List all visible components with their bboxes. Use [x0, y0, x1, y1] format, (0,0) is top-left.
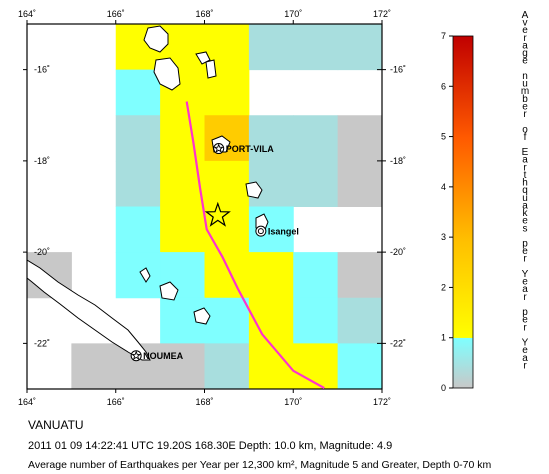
heatmap-cell: [115, 160, 161, 207]
heatmap-cell: [115, 69, 161, 116]
lon-tick-label-top: 172˚: [373, 9, 391, 19]
heatmap-cell: [248, 297, 294, 344]
axis-ticks: 164˚ 164˚ 166˚ 166˚ 168˚ 168˚ 170˚ 170˚ 172˚ 172˚…: [18, 9, 406, 407]
colorbar-tick-label: 6: [441, 81, 446, 91]
heatmap-cell: [337, 297, 382, 344]
heatmap-cell: [338, 389, 383, 435]
city-star-icon: [131, 350, 142, 360]
lon-tick-label-bottom: 172˚: [373, 397, 391, 407]
lifou-coastline: [159, 281, 179, 301]
place-label: Isangel: [268, 227, 299, 237]
coastlines: [27, 25, 269, 361]
lat-tick-label-right: -20˚: [390, 247, 406, 257]
lat-tick-label-left: -16˚: [34, 65, 50, 75]
lon-tick-label-bottom: 168˚: [195, 397, 213, 407]
epicenter-star-icon: [204, 201, 231, 227]
lon-tick-label-top: 164˚: [18, 9, 36, 19]
heatmap-cell: [293, 24, 339, 71]
heatmap-cell: [293, 115, 339, 162]
lat-tick-label-left: -22˚: [34, 338, 50, 348]
colorbar-tick-label: 7: [441, 31, 446, 41]
heatmap-cell: [337, 252, 382, 299]
lat-tick-label-right: -18˚: [390, 156, 406, 166]
pentecost-coastline: [205, 59, 217, 79]
heatmap-cell: [204, 115, 250, 162]
town-dot: [257, 228, 264, 235]
heatmap-cell: [115, 206, 161, 253]
heatmap-cell: [337, 160, 382, 207]
erromango-coastline: [245, 181, 263, 199]
lon-tick-label-top: 166˚: [107, 9, 125, 19]
lat-tick-label-right: -22˚: [390, 338, 406, 348]
lon-tick-label-bottom: 166˚: [107, 397, 125, 407]
heatmap-cell: [160, 206, 205, 253]
heatmap-cell: [160, 115, 205, 162]
map-footnote: Average number of Earthquakes per Year p…: [28, 459, 492, 471]
place-label: PORT-VILA: [226, 144, 275, 154]
ouvea-coastline: [139, 267, 151, 283]
heatmap-cell: [71, 343, 117, 389]
lat-tick-label-right: -16˚: [390, 65, 406, 75]
colorbar-tick-label: 5: [441, 132, 446, 142]
event-details: 2011 01 09 14:22:41 UTC 19.20S 168.30E D…: [28, 440, 393, 452]
heatmap-cell: [204, 343, 250, 389]
heatmap-cell: [204, 252, 250, 299]
heatmap-cell: [248, 24, 294, 71]
espiritu-santo-coastline: [143, 25, 169, 53]
colorbar-tick-label: 1: [441, 333, 446, 343]
colorbar-tick-label: 4: [441, 182, 446, 192]
heatmap-cell: [337, 343, 382, 389]
heatmap-cell: [293, 297, 339, 344]
heatmap-cell: [293, 252, 339, 299]
lon-tick-label-top: 168˚: [195, 9, 213, 19]
ambae-coastline: [195, 51, 211, 65]
heatmap-cell: [116, 389, 161, 435]
trench-line: [185, 101, 325, 389]
heatmap-cell: [160, 160, 205, 207]
heatmap-cell: [248, 343, 294, 389]
heatmap-cell: [204, 160, 250, 207]
lon-tick-label-bottom: 170˚: [284, 397, 302, 407]
heatmap-cell: [249, 389, 294, 435]
lon-tick-label-top: 170˚: [284, 9, 302, 19]
lat-tick-label-left: -20˚: [34, 247, 50, 257]
trench-path: [185, 101, 325, 389]
epicenter-star-icon: [204, 201, 231, 227]
heatmap-cell: [337, 115, 382, 162]
colorbar-tick-label: 3: [441, 232, 446, 242]
heatmap-cell: [293, 343, 339, 389]
heatmap-cell: [205, 389, 250, 435]
city-star-icon: [213, 143, 224, 153]
colorbar-scale: [452, 35, 474, 389]
heatmap-cell: [115, 252, 161, 299]
colorbar-tick-label: 2: [441, 282, 446, 292]
malakula-coastline: [153, 57, 181, 91]
heatmap-cell: [293, 160, 339, 207]
heatmap-cells: [27, 24, 383, 435]
heatmap-cell: [248, 115, 294, 162]
heatmap-cell: [293, 389, 338, 435]
heatmap-cell: [115, 115, 161, 162]
new-caledonia-coastline: [27, 259, 151, 361]
heatmap-cell: [337, 24, 382, 71]
lat-tick-label-left: -18˚: [34, 156, 50, 166]
mare-coastline: [193, 307, 211, 325]
place-label: NOUMEA: [143, 351, 183, 361]
heatmap-cell: [160, 343, 205, 389]
place-markers: PORT-VILA Isangel NOUMEA: [130, 143, 299, 362]
heatmap-cell: [160, 389, 205, 435]
region-name: VANUATU: [28, 418, 84, 432]
colorbar-tick-label: 0: [441, 383, 446, 393]
lon-tick-label-bottom: 164˚: [18, 397, 36, 407]
heatmap-cell: [204, 297, 250, 344]
heatmap-cell: [248, 252, 294, 299]
